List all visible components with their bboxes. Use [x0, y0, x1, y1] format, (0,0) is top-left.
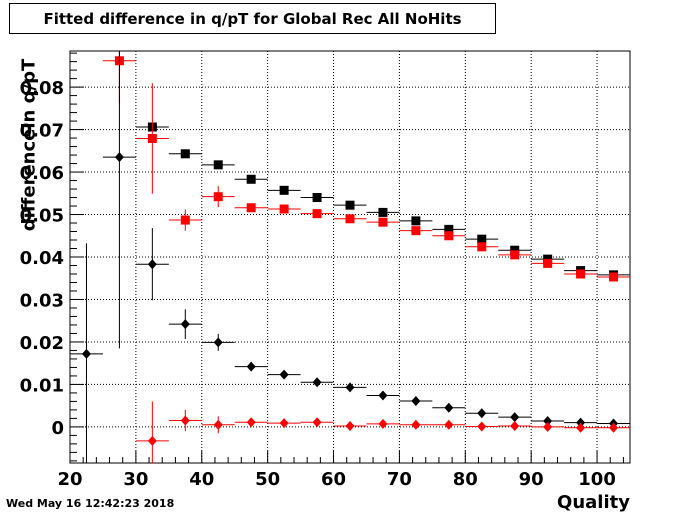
data-point-diamond: [477, 408, 487, 419]
x-tick-label: 100: [578, 469, 616, 490]
y-tick-label: 0.08: [20, 78, 64, 99]
data-point-diamond: [81, 348, 91, 359]
data-point-square: [444, 224, 454, 234]
data-layer: [70, 51, 630, 463]
y-axis-label: differencein q/pT: [18, 58, 40, 232]
y-tick-label: 0: [51, 418, 64, 439]
data-point-diamond: [279, 369, 289, 380]
x-tick-label: 40: [189, 469, 214, 490]
x-axis-label: Quality: [557, 492, 630, 513]
data-point-square: [213, 192, 223, 202]
data-point-diamond: [609, 422, 619, 433]
data-point-square: [576, 269, 586, 279]
data-point-diamond: [147, 259, 157, 270]
data-point-diamond: [114, 152, 124, 163]
data-point-diamond: [576, 422, 586, 433]
data-point-diamond: [180, 415, 190, 426]
x-tick-label: 30: [123, 469, 148, 490]
data-point-diamond: [213, 419, 223, 430]
data-point-diamond: [477, 421, 487, 432]
data-point-diamond: [246, 361, 256, 372]
data-point-diamond: [378, 418, 388, 429]
data-point-diamond: [444, 419, 454, 430]
data-point-diamond: [411, 419, 421, 430]
data-point-square: [378, 217, 388, 227]
data-point-diamond: [444, 402, 454, 413]
chart-title-box: Fitted difference in q/pT for Global Rec…: [9, 3, 496, 34]
data-point-square: [477, 234, 487, 244]
data-point-square: [411, 226, 421, 236]
data-point-diamond: [543, 415, 553, 426]
data-point-square: [279, 204, 289, 214]
x-tick-label: 50: [255, 469, 280, 490]
data-point-square: [213, 160, 223, 170]
data-point-diamond: [345, 421, 355, 432]
x-tick-label: 70: [387, 469, 412, 490]
data-point-diamond: [213, 337, 223, 348]
data-point-diamond: [279, 418, 289, 429]
y-tick-label: 0.04: [20, 248, 64, 269]
data-point-square: [543, 258, 553, 268]
data-point-diamond: [576, 417, 586, 428]
y-tick-label: 0.01: [20, 375, 64, 396]
y-tick-label: 0.05: [20, 206, 64, 227]
data-point-diamond: [378, 390, 388, 401]
data-point-diamond: [543, 421, 553, 432]
y-tick-label: 0.06: [20, 163, 64, 184]
data-point-square: [345, 200, 355, 210]
data-point-square: [510, 250, 520, 260]
x-tick-label: 80: [453, 469, 478, 490]
data-point-square: [180, 149, 190, 159]
data-point-diamond: [180, 319, 190, 330]
data-point-square: [180, 215, 190, 225]
data-point-diamond: [312, 377, 322, 388]
y-tick-label: 0.03: [20, 290, 64, 311]
data-point-diamond: [510, 412, 520, 423]
y-tick-label: 0.02: [20, 333, 64, 354]
x-tick-label: 60: [321, 469, 346, 490]
data-point-square: [279, 185, 289, 195]
data-point-square: [312, 209, 322, 219]
data-point-diamond: [246, 417, 256, 428]
data-point-diamond: [345, 382, 355, 393]
data-point-square: [147, 133, 157, 143]
timestamp: Wed May 16 12:42:23 2018: [6, 497, 175, 510]
data-point-square: [246, 203, 256, 213]
y-tick-label: 0.07: [20, 121, 64, 142]
data-point-square: [345, 214, 355, 224]
data-point-square: [510, 245, 520, 255]
data-point-square: [477, 242, 487, 252]
data-point-diamond: [510, 421, 520, 432]
data-point-square: [444, 231, 454, 241]
x-tick-label: 20: [57, 469, 82, 490]
data-point-square: [312, 193, 322, 203]
x-tick-label: 90: [519, 469, 544, 490]
chart-title: Fitted difference in q/pT for Global Rec…: [43, 9, 462, 28]
data-point-square: [411, 216, 421, 226]
data-point-diamond: [312, 417, 322, 428]
data-point-square: [609, 272, 619, 282]
data-point-square: [246, 174, 256, 184]
data-point-diamond: [147, 435, 157, 446]
data-point-diamond: [411, 395, 421, 406]
data-point-square: [378, 207, 388, 217]
